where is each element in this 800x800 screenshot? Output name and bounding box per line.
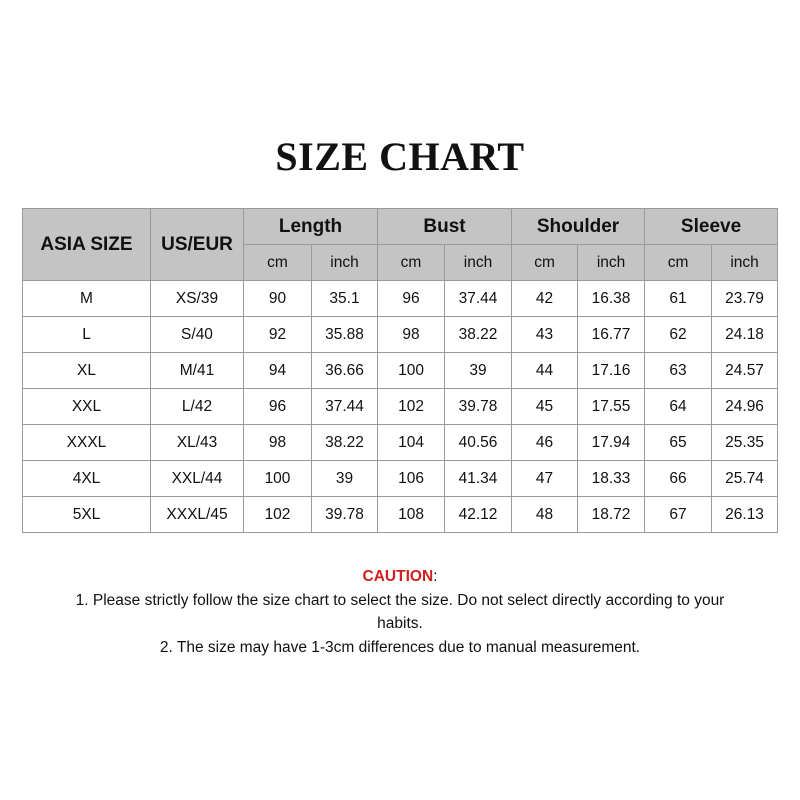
table-cell: 36.66: [310, 352, 379, 389]
table-cell: 102: [243, 496, 312, 533]
table-cell: 39: [310, 460, 379, 497]
table-cell: XXXL/45: [150, 496, 244, 533]
page-title: SIZE CHART: [275, 134, 525, 179]
table-cell: 43: [511, 316, 579, 353]
caution-line-2: 2. The size may have 1-3cm differences d…: [159, 638, 641, 656]
table-cell: 4XL: [22, 460, 151, 497]
table-cell: 63: [644, 352, 713, 389]
header-unit: inch: [711, 244, 779, 281]
caution-label: CAUTION: [362, 568, 434, 585]
table-row: XXL L/42 96 37.44 102 39.78 45 17.55 64 24.96: [22, 388, 779, 425]
table-row: 4XL XXL/44 100 39 106 41.34 47 18.33 66 25.74: [22, 460, 779, 497]
size-table: ASIA SIZE US/EUR Length Bust Shoulder Sl…: [22, 208, 779, 533]
table-cell: 62: [644, 316, 713, 353]
header-bust: Bust: [377, 208, 513, 245]
table-cell: 41.34: [444, 460, 513, 497]
table-cell: 64: [644, 388, 713, 425]
table-cell: XL: [22, 352, 151, 389]
table-cell: 17.94: [577, 424, 646, 461]
table-cell: 25.74: [711, 460, 779, 497]
table-cell: 35.88: [310, 316, 379, 353]
table-cell: 67: [644, 496, 713, 533]
table-cell: 18.33: [577, 460, 646, 497]
table-cell: 45: [511, 388, 579, 425]
table-cell: 102: [377, 388, 446, 425]
header-unit: cm: [511, 244, 579, 281]
header-length: Length: [242, 208, 379, 245]
caution-colon: :: [433, 568, 438, 585]
table-cell: 66: [644, 460, 713, 497]
table-cell: 108: [377, 496, 446, 533]
table-cell: 106: [377, 460, 446, 497]
table-cell: 48: [511, 496, 579, 533]
table-row: M XS/39 90 35.1 96 37.44 42 16.38 61 23.79: [22, 280, 779, 317]
table-cell: M: [22, 280, 151, 317]
table-cell: 42.12: [444, 496, 513, 533]
caution-notes: CAUTION: 1. Please strictly follow the s…: [0, 565, 800, 659]
table-cell: 38.22: [444, 316, 513, 353]
table-cell: 98: [377, 316, 446, 353]
table-cell: 65: [644, 424, 713, 461]
table-cell: 46: [511, 424, 579, 461]
table-cell: 18.72: [577, 496, 646, 533]
table-cell: 94: [243, 352, 312, 389]
header-unit: inch: [444, 244, 513, 281]
table-cell: 25.35: [711, 424, 779, 461]
caution-line-1: 1. Please strictly follow the size chart…: [75, 591, 725, 609]
table-cell: 104: [377, 424, 446, 461]
table-cell: 38.22: [310, 424, 379, 461]
table-cell: 100: [243, 460, 312, 497]
table-cell: 96: [243, 388, 312, 425]
table-cell: 17.55: [577, 388, 646, 425]
table-cell: 37.44: [444, 280, 513, 317]
table-cell: XXXL: [22, 424, 151, 461]
table-cell: 100: [377, 352, 446, 389]
caution-line-1-cont: habits.: [377, 615, 423, 632]
table-cell: 23.79: [711, 280, 779, 317]
table-cell: XS/39: [150, 280, 244, 317]
table-row: L S/40 92 35.88 98 38.22 43 16.77 62 24.18: [22, 316, 779, 353]
header-shoulder: Shoulder: [511, 208, 646, 245]
header-us-eur: US/EUR: [150, 208, 244, 281]
table-cell: L: [22, 316, 151, 353]
table-cell: 37.44: [310, 388, 379, 425]
header-asia-size: ASIA SIZE: [22, 208, 151, 281]
header-unit: cm: [377, 244, 446, 281]
table-cell: M/41: [150, 352, 244, 389]
header-sleeve: Sleeve: [644, 208, 779, 245]
header-unit: inch: [310, 244, 379, 281]
table-cell: 47: [511, 460, 579, 497]
table-cell: 61: [644, 280, 713, 317]
header-unit: cm: [243, 244, 312, 281]
table-cell: XXL/44: [150, 460, 244, 497]
table-cell: 44: [511, 352, 579, 389]
table-cell: XL/43: [150, 424, 244, 461]
table-cell: 90: [243, 280, 312, 317]
table-cell: 5XL: [22, 496, 151, 533]
table-cell: 96: [377, 280, 446, 317]
table-cell: 24.18: [711, 316, 779, 353]
header-unit: cm: [644, 244, 713, 281]
table-row: XL M/41 94 36.66 100 39 44 17.16 63 24.57: [22, 352, 779, 389]
table-cell: 16.77: [577, 316, 646, 353]
table-cell: 24.57: [711, 352, 779, 389]
table-cell: 16.38: [577, 280, 646, 317]
table-cell: 35.1: [310, 280, 379, 317]
table-row: XXXL XL/43 98 38.22 104 40.56 46 17.94 65 25.35: [22, 424, 779, 461]
table-cell: 39.78: [310, 496, 379, 533]
table-cell: 26.13: [711, 496, 779, 533]
table-cell: 42: [511, 280, 579, 317]
table-cell: 24.96: [711, 388, 779, 425]
table-cell: S/40: [150, 316, 244, 353]
table-cell: 92: [243, 316, 312, 353]
table-cell: 39: [444, 352, 513, 389]
table-cell: 98: [243, 424, 312, 461]
table-cell: 40.56: [444, 424, 513, 461]
table-cell: XXL: [22, 388, 151, 425]
table-cell: L/42: [150, 388, 244, 425]
header-unit: inch: [577, 244, 646, 281]
table-cell: 39.78: [444, 388, 513, 425]
table-cell: 17.16: [577, 352, 646, 389]
table-row: 5XL XXXL/45 102 39.78 108 42.12 48 18.72 67 26.13: [22, 496, 779, 533]
